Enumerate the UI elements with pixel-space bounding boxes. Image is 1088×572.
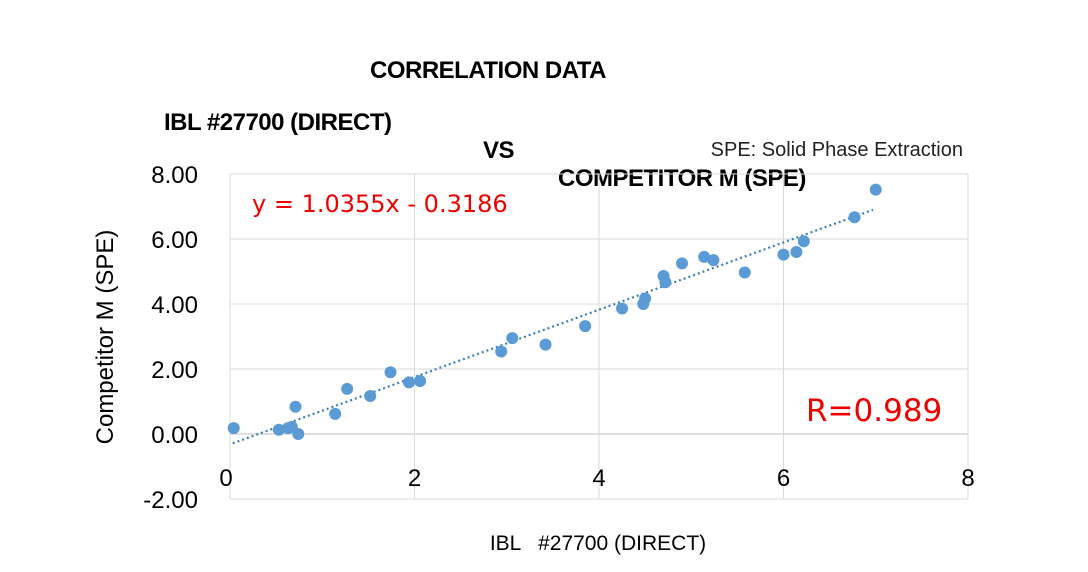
y-tick-label: 0.00 — [151, 422, 198, 449]
data-point — [289, 400, 302, 413]
axis-labels: -2.00 0.00 2.00 4.00 6.00 8.00 0 2 4 6 8 — [143, 162, 974, 514]
x-tick-label: 6 — [777, 465, 790, 492]
x-tick-label: 4 — [592, 465, 605, 492]
data-point — [848, 211, 861, 224]
chart-title: CORRELATION DATA — [0, 29, 1088, 85]
data-point — [506, 332, 519, 345]
x-axis-title: IBL #27700 (DIRECT) — [490, 532, 706, 555]
chart-note: SPE: Solid Phase Extraction — [711, 139, 963, 161]
y-tick-label: 6.00 — [151, 227, 198, 254]
data-point — [364, 389, 377, 402]
y-axis-title: Competitor M (SPE) — [92, 230, 119, 445]
chart-subtitle: IBL #27700 (DIRECT) VS COMPETITOR M (SPE… — [0, 81, 1088, 193]
y-tick-label: 8.00 — [151, 162, 198, 189]
data-point — [329, 407, 342, 420]
subtitle-right: COMPETITOR M (SPE) — [558, 165, 806, 192]
chart-title-text: CORRELATION DATA — [370, 57, 606, 84]
data-point — [579, 320, 592, 333]
data-point — [777, 248, 790, 261]
data-point — [616, 302, 629, 315]
data-point — [707, 254, 720, 267]
data-point — [341, 382, 354, 395]
subtitle-left: IBL #27700 (DIRECT) — [164, 109, 392, 136]
x-tick-label: 8 — [961, 465, 974, 492]
r-value-label: R=0.989 — [806, 393, 942, 429]
grid-lines — [229, 173, 969, 500]
y-tick-label: 2.00 — [151, 357, 198, 384]
data-point — [402, 376, 415, 389]
data-point — [869, 183, 882, 196]
data-point — [698, 250, 711, 263]
data-point — [227, 422, 240, 435]
data-point — [676, 257, 689, 270]
data-point — [292, 428, 305, 440]
data-point — [659, 276, 672, 289]
subtitle-vs: VS — [483, 137, 515, 164]
data-point — [639, 292, 652, 305]
regression-equation: y = 1.0355x - 0.3186 — [252, 190, 508, 218]
y-tick-label: 4.00 — [151, 292, 198, 319]
x-tick-label: 2 — [408, 465, 421, 492]
data-point — [790, 246, 803, 258]
trendline — [232, 208, 874, 445]
data-point — [797, 235, 810, 248]
y-tick-label: -2.00 — [143, 487, 198, 514]
data-point — [539, 338, 552, 351]
data-point — [414, 375, 427, 388]
data-points — [227, 183, 882, 440]
x-tick-label: 0 — [219, 465, 232, 492]
data-point — [384, 366, 397, 379]
data-point — [272, 423, 285, 436]
data-point — [738, 266, 751, 279]
data-point — [495, 345, 508, 358]
